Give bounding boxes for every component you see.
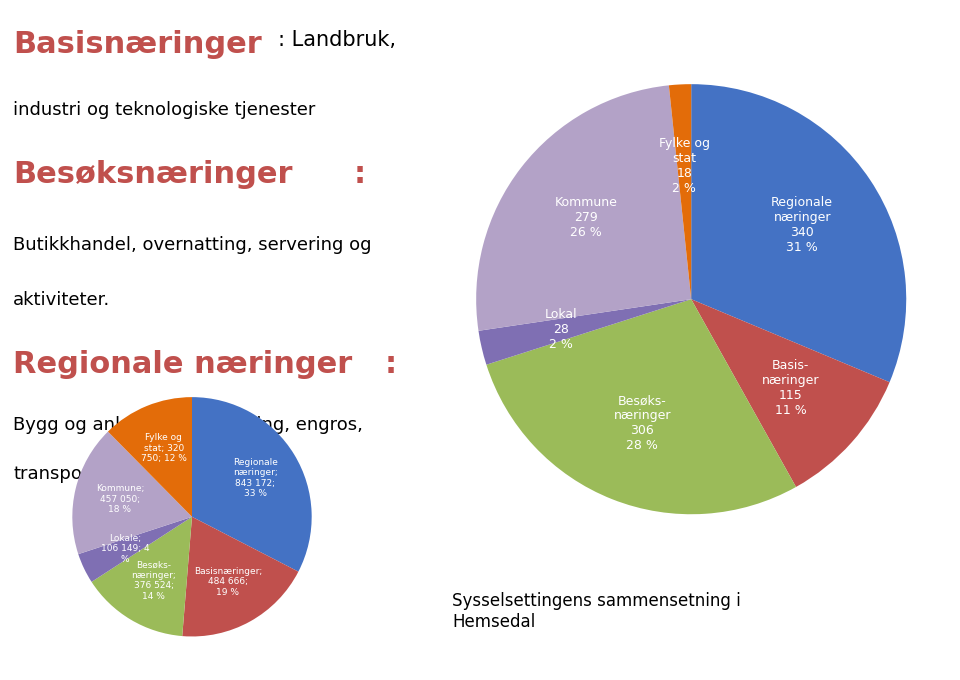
Text: Regionale
næringer;
843 172;
33 %: Regionale næringer; 843 172; 33 % <box>233 458 277 498</box>
Text: Regionale
næringer
340
31 %: Regionale næringer 340 31 % <box>771 197 833 254</box>
Text: : Landbruk,: : Landbruk, <box>278 29 396 50</box>
Wedge shape <box>669 84 691 299</box>
Wedge shape <box>478 299 691 364</box>
Wedge shape <box>487 299 796 514</box>
Wedge shape <box>691 84 906 382</box>
Text: transport.: transport. <box>13 465 103 483</box>
Text: Bygg og anlegg, tjenesteyting, engros,: Bygg og anlegg, tjenesteyting, engros, <box>13 416 363 434</box>
Text: aktiviteter.: aktiviteter. <box>13 291 110 309</box>
Text: Besøksnæringer: Besøksnæringer <box>13 160 293 189</box>
Text: Kommune
279
26 %: Kommune 279 26 % <box>555 196 617 239</box>
Text: Lokale;
106 149; 4
%: Lokale; 106 149; 4 % <box>101 534 150 564</box>
Text: Fylke og
stat
18
2 %: Fylke og stat 18 2 % <box>659 137 709 195</box>
Wedge shape <box>91 517 192 636</box>
Wedge shape <box>72 432 192 554</box>
Text: :: : <box>353 160 366 189</box>
Text: Regionale næringer: Regionale næringer <box>13 350 352 379</box>
Text: Kommune;
457 050;
18 %: Kommune; 457 050; 18 % <box>96 484 144 514</box>
Wedge shape <box>79 517 192 582</box>
Text: :: : <box>384 350 396 379</box>
Text: Basis-
næringer
115
11 %: Basis- næringer 115 11 % <box>762 359 820 417</box>
Text: Basisnæringer: Basisnæringer <box>13 29 262 58</box>
Wedge shape <box>476 85 691 330</box>
Text: industri og teknologiske tjenester: industri og teknologiske tjenester <box>13 101 316 119</box>
Text: Sysselsettingens sammensetning i
Hemsedal: Sysselsettingens sammensetning i Hemseda… <box>452 592 741 631</box>
Text: Basisnæringer;
484 666;
19 %: Basisnæringer; 484 666; 19 % <box>194 567 262 596</box>
Wedge shape <box>691 299 890 487</box>
Wedge shape <box>192 397 312 572</box>
Text: Besøks-
næringer
306
28 %: Besøks- næringer 306 28 % <box>613 394 671 452</box>
Wedge shape <box>182 517 299 636</box>
Wedge shape <box>108 397 192 517</box>
Text: Lokal
28
2 %: Lokal 28 2 % <box>545 308 578 351</box>
Text: Fylke og
stat; 320
750; 12 %: Fylke og stat; 320 750; 12 % <box>141 433 187 463</box>
Text: Besøks-
næringer;
376 524;
14 %: Besøks- næringer; 376 524; 14 % <box>132 560 177 600</box>
Text: Butikkhandel, overnatting, servering og: Butikkhandel, overnatting, servering og <box>13 236 372 254</box>
